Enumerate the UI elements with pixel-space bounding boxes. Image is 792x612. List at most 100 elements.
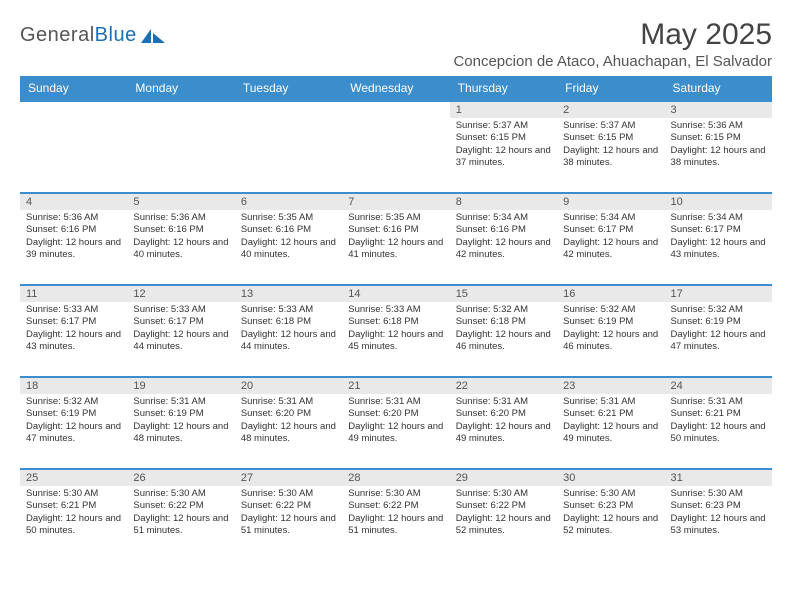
- day-number: [342, 102, 449, 118]
- calendar-table: SundayMondayTuesdayWednesdayThursdayFrid…: [20, 76, 772, 561]
- sunrise-line: Sunrise: 5:30 AM: [671, 488, 766, 500]
- day-number: 14: [342, 286, 449, 302]
- brand-name: GeneralBlue: [20, 24, 137, 47]
- daylight-line: Daylight: 12 hours and 49 minutes.: [456, 421, 551, 446]
- daylight-line: Daylight: 12 hours and 42 minutes.: [563, 237, 658, 262]
- day-details: Sunrise: 5:33 AMSunset: 6:17 PMDaylight:…: [20, 302, 127, 357]
- day-details: Sunrise: 5:37 AMSunset: 6:15 PMDaylight:…: [450, 118, 557, 173]
- page-header: GeneralBlue May 2025 Concepcion de Ataco…: [20, 18, 772, 70]
- day-number: 19: [127, 378, 234, 394]
- calendar-cell: 25Sunrise: 5:30 AMSunset: 6:21 PMDayligh…: [20, 469, 127, 561]
- calendar-cell: 4Sunrise: 5:36 AMSunset: 6:16 PMDaylight…: [20, 193, 127, 285]
- calendar-head: SundayMondayTuesdayWednesdayThursdayFrid…: [20, 76, 772, 101]
- month-title: May 2025: [453, 18, 772, 52]
- sunset-line: Sunset: 6:22 PM: [456, 500, 551, 512]
- daylight-line: Daylight: 12 hours and 37 minutes.: [456, 145, 551, 170]
- location-subtitle: Concepcion de Ataco, Ahuachapan, El Salv…: [453, 53, 772, 70]
- day-details: Sunrise: 5:37 AMSunset: 6:15 PMDaylight:…: [557, 118, 664, 173]
- day-details: Sunrise: 5:32 AMSunset: 6:19 PMDaylight:…: [20, 394, 127, 449]
- calendar-cell: 11Sunrise: 5:33 AMSunset: 6:17 PMDayligh…: [20, 285, 127, 377]
- daylight-line: Daylight: 12 hours and 49 minutes.: [563, 421, 658, 446]
- sunrise-line: Sunrise: 5:30 AM: [563, 488, 658, 500]
- calendar-cell: [20, 101, 127, 193]
- weekday-header: Monday: [127, 76, 234, 101]
- calendar-cell: 31Sunrise: 5:30 AMSunset: 6:23 PMDayligh…: [665, 469, 772, 561]
- day-details: Sunrise: 5:30 AMSunset: 6:22 PMDaylight:…: [235, 486, 342, 541]
- day-number: 28: [342, 470, 449, 486]
- calendar-cell: 14 Sunrise: 5:33 AMSunset: 6:18 PMDayligh…: [342, 285, 449, 377]
- sunset-line: Sunset: 6:17 PM: [563, 224, 658, 236]
- day-details: Sunrise: 5:30 AMSunset: 6:23 PMDaylight:…: [665, 486, 772, 541]
- calendar-cell: 26Sunrise: 5:30 AMSunset: 6:22 PMDayligh…: [127, 469, 234, 561]
- daylight-line: Daylight: 12 hours and 46 minutes.: [563, 329, 658, 354]
- day-number: 22: [450, 378, 557, 394]
- sunset-line: Sunset: 6:16 PM: [348, 224, 443, 236]
- day-details: Sunrise: 5:30 AMSunset: 6:22 PMDaylight:…: [342, 486, 449, 541]
- sunrise-line: Sunrise: 5:34 AM: [456, 212, 551, 224]
- sail-icon: [139, 27, 167, 45]
- calendar-cell: 7Sunrise: 5:35 AMSunset: 6:16 PMDaylight…: [342, 193, 449, 285]
- calendar-cell: 19Sunrise: 5:31 AMSunset: 6:19 PMDayligh…: [127, 377, 234, 469]
- day-number: 3: [665, 102, 772, 118]
- daylight-line: Daylight: 12 hours and 45 minutes.: [348, 329, 443, 354]
- day-number: [20, 102, 127, 118]
- day-details: Sunrise: 5:34 AMSunset: 6:17 PMDaylight:…: [557, 210, 664, 265]
- sunrise-line: Sunrise: 5:33 AM: [348, 304, 443, 316]
- sunrise-line: Sunrise: 5:31 AM: [241, 396, 336, 408]
- daylight-line: Daylight: 12 hours and 44 minutes.: [241, 329, 336, 354]
- day-number: 12: [127, 286, 234, 302]
- day-number: 25: [20, 470, 127, 486]
- sunset-line: Sunset: 6:23 PM: [671, 500, 766, 512]
- sunrise-line: Sunrise: 5:36 AM: [26, 212, 121, 224]
- daylight-line: Daylight: 12 hours and 51 minutes.: [241, 513, 336, 538]
- day-number: 4: [20, 194, 127, 210]
- weekday-row: SundayMondayTuesdayWednesdayThursdayFrid…: [20, 76, 772, 101]
- sunrise-line: Sunrise: 5:32 AM: [563, 304, 658, 316]
- daylight-line: Daylight: 12 hours and 52 minutes.: [563, 513, 658, 538]
- day-details: Sunrise: 5:32 AMSunset: 6:19 PMDaylight:…: [665, 302, 772, 357]
- day-details: Sunrise: 5:34 AMSunset: 6:16 PMDaylight:…: [450, 210, 557, 265]
- daylight-line: Daylight: 12 hours and 47 minutes.: [26, 421, 121, 446]
- calendar-cell: 3Sunrise: 5:36 AMSunset: 6:15 PMDaylight…: [665, 101, 772, 193]
- sunrise-line: Sunrise: 5:37 AM: [456, 120, 551, 132]
- day-details: Sunrise: 5:32 AMSunset: 6:19 PMDaylight:…: [557, 302, 664, 357]
- sunset-line: Sunset: 6:15 PM: [563, 132, 658, 144]
- sunset-line: Sunset: 6:20 PM: [241, 408, 336, 420]
- calendar-cell: 1Sunrise: 5:37 AMSunset: 6:15 PMDaylight…: [450, 101, 557, 193]
- calendar-cell: 18Sunrise: 5:32 AMSunset: 6:19 PMDayligh…: [20, 377, 127, 469]
- calendar-week: 25 Sunrise: 5:30 AM Sunset: 6:21 PM Dayligh…: [20, 469, 772, 561]
- sunrise-line: Sunrise: 5:31 AM: [456, 396, 551, 408]
- day-number: 31: [665, 470, 772, 486]
- sunset-line: Sunset: 6:21 PM: [563, 408, 658, 420]
- daylight-line: Daylight: 12 hours and 38 minutes.: [563, 145, 658, 170]
- day-details: Sunrise: 5:34 AMSunset: 6:17 PMDaylight:…: [665, 210, 772, 265]
- sunrise-line: Sunrise: 5:36 AM: [671, 120, 766, 132]
- day-number: 29: [450, 470, 557, 486]
- sunset-line: Sunset: 6:22 PM: [133, 500, 228, 512]
- sunset-line: Sunset: 6:19 PM: [26, 408, 121, 420]
- calendar-cell: 10Sunrise: 5:34 AMSunset: 6:17 PMDayligh…: [665, 193, 772, 285]
- day-number: 15: [450, 286, 557, 302]
- daylight-line: Daylight: 12 hours and 43 minutes.: [671, 237, 766, 262]
- sunset-line: Sunset: 6:21 PM: [26, 500, 121, 512]
- sunrise-line: Sunrise: 5:36 AM: [133, 212, 228, 224]
- sunset-line: Sunset: 6:22 PM: [348, 500, 443, 512]
- sunrise-line: Sunrise: 5:30 AM: [241, 488, 336, 500]
- day-number: 7: [342, 194, 449, 210]
- day-details: Sunrise: 5:32 AMSunset: 6:18 PMDaylight:…: [450, 302, 557, 357]
- calendar-cell: 12Sunrise: 5:33 AMSunset: 6:17 PMDayligh…: [127, 285, 234, 377]
- day-details: Sunrise: 5:33 AMSunset: 6:17 PMDaylight:…: [127, 302, 234, 357]
- day-number: 8: [450, 194, 557, 210]
- weekday-header: Saturday: [665, 76, 772, 101]
- daylight-line: Daylight: 12 hours and 44 minutes.: [133, 329, 228, 354]
- calendar-cell: [235, 101, 342, 193]
- sunset-line: Sunset: 6:18 PM: [348, 316, 443, 328]
- calendar-cell: 24Sunrise: 5:31 AMSunset: 6:21 PMDayligh…: [665, 377, 772, 469]
- daylight-line: Daylight: 12 hours and 50 minutes.: [671, 421, 766, 446]
- calendar-cell: 16Sunrise: 5:32 AMSunset: 6:19 PMDayligh…: [557, 285, 664, 377]
- sunrise-line: Sunrise: 5:32 AM: [456, 304, 551, 316]
- day-number: 27: [235, 470, 342, 486]
- sunset-line: Sunset: 6:19 PM: [563, 316, 658, 328]
- daylight-line: Daylight: 12 hours and 40 minutes.: [241, 237, 336, 262]
- calendar-week: 18Sunrise: 5:32 AMSunset: 6:19 PMDayligh…: [20, 377, 772, 469]
